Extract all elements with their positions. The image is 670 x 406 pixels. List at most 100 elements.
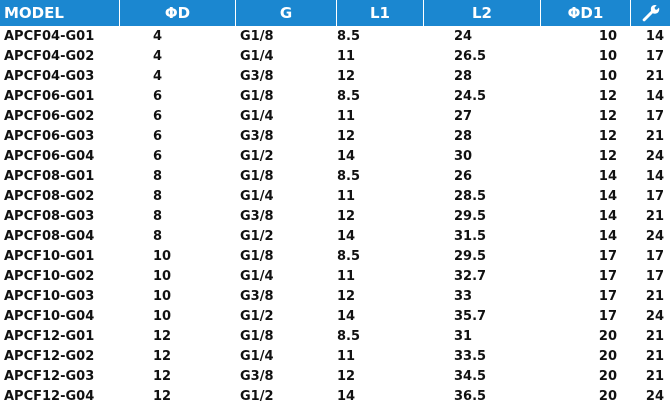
cell-length-l2: 35.7: [454, 308, 487, 324]
cell-diameter-d1: 10: [598, 28, 617, 44]
cell-length-l2: 26.5: [454, 48, 487, 64]
cell-model: APCF04-G01: [4, 28, 95, 44]
table-row: APCF06-G03 6 G3/8 12 28 12 21: [0, 126, 670, 146]
table-row: APCF12-G03 12 G3/8 12 34.5 20 21: [0, 366, 670, 386]
cell-wrench-size: 24: [645, 308, 664, 324]
cell-length-l1: 8.5: [337, 248, 361, 264]
cell-diameter-d: 4: [153, 48, 163, 64]
cell-diameter-d: 6: [153, 128, 163, 144]
table-row: APCF04-G03 4 G3/8 12 28 10 21: [0, 66, 670, 86]
cell-wrench-size: 21: [645, 328, 664, 344]
cell-diameter-d1: 12: [598, 88, 617, 104]
table-row: APCF08-G04 8 G1/2 14 31.5 14 24: [0, 226, 670, 246]
cell-model: APCF10-G01: [4, 248, 95, 264]
cell-wrench-size: 14: [645, 28, 664, 44]
table-row: APCF06-G01 6 G1/8 8.5 24.5 12 14: [0, 86, 670, 106]
cell-diameter-d1: 17: [598, 268, 617, 284]
cell-diameter-d: 6: [153, 108, 163, 124]
cell-model: APCF06-G02: [4, 108, 95, 124]
cell-model: APCF06-G03: [4, 128, 95, 144]
header-diameter-d1: ΦD1: [541, 0, 631, 26]
cell-model: APCF12-G02: [4, 348, 95, 364]
cell-length-l1: 11: [337, 188, 356, 204]
table-row: APCF10-G01 10 G1/8 8.5 29.5 17 17: [0, 246, 670, 266]
cell-length-l2: 33.5: [454, 348, 487, 364]
table-row: APCF04-G01 4 G1/8 8.5 24 10 14: [0, 26, 670, 46]
cell-length-l2: 33: [454, 288, 473, 304]
cell-thread-g: G3/8: [240, 288, 274, 304]
cell-diameter-d1: 17: [598, 288, 617, 304]
cell-diameter-d1: 14: [598, 168, 617, 184]
cell-length-l1: 8.5: [337, 28, 361, 44]
cell-length-l1: 8.5: [337, 328, 361, 344]
cell-thread-g: G1/8: [240, 28, 274, 44]
cell-wrench-size: 24: [645, 228, 664, 244]
cell-length-l1: 12: [337, 128, 356, 144]
cell-length-l1: 14: [337, 148, 356, 164]
cell-diameter-d: 12: [153, 348, 172, 364]
table-header-row: MODEL ΦD G L1 L2 ΦD1: [0, 0, 670, 26]
cell-diameter-d: 8: [153, 188, 163, 204]
cell-diameter-d: 10: [153, 248, 172, 264]
cell-wrench-size: 21: [645, 348, 664, 364]
cell-length-l2: 32.7: [454, 268, 487, 284]
cell-wrench-size: 17: [645, 248, 664, 264]
cell-diameter-d1: 10: [598, 68, 617, 84]
table-row: APCF10-G02 10 G1/4 11 32.7 17 17: [0, 266, 670, 286]
table-row: APCF08-G01 8 G1/8 8.5 26 14 14: [0, 166, 670, 186]
cell-wrench-size: 17: [645, 268, 664, 284]
cell-thread-g: G1/2: [240, 148, 274, 164]
cell-diameter-d: 8: [153, 168, 163, 184]
cell-diameter-d1: 12: [598, 108, 617, 124]
cell-wrench-size: 14: [645, 88, 664, 104]
cell-thread-g: G1/4: [240, 348, 274, 364]
table-body: APCF04-G01 4 G1/8 8.5 24 10 14 APCF04-G02 4 G1/4 1…: [0, 26, 670, 406]
cell-diameter-d: 6: [153, 148, 163, 164]
cell-thread-g: G1/4: [240, 108, 274, 124]
cell-length-l2: 28: [454, 128, 473, 144]
cell-diameter-d: 12: [153, 328, 172, 344]
cell-length-l2: 36.5: [454, 388, 487, 404]
cell-model: APCF04-G03: [4, 68, 95, 84]
table-row: APCF12-G01 12 G1/8 8.5 31 20 21: [0, 326, 670, 346]
wrench-icon: [642, 5, 659, 22]
cell-length-l1: 11: [337, 48, 356, 64]
cell-model: APCF12-G04: [4, 388, 95, 404]
cell-length-l2: 24: [454, 28, 473, 44]
cell-diameter-d: 10: [153, 288, 172, 304]
cell-diameter-d1: 20: [598, 348, 617, 364]
cell-diameter-d: 12: [153, 368, 172, 384]
cell-thread-g: G1/8: [240, 328, 274, 344]
cell-model: APCF10-G02: [4, 268, 95, 284]
cell-length-l2: 28.5: [454, 188, 487, 204]
cell-length-l2: 31.5: [454, 228, 487, 244]
cell-wrench-size: 21: [645, 208, 664, 224]
cell-length-l1: 14: [337, 228, 356, 244]
cell-length-l1: 12: [337, 68, 356, 84]
cell-wrench-size: 24: [645, 148, 664, 164]
table-row: APCF06-G04 6 G1/2 14 30 12 24: [0, 146, 670, 166]
table-row: APCF06-G02 6 G1/4 11 27 12 17: [0, 106, 670, 126]
cell-length-l1: 12: [337, 368, 356, 384]
cell-length-l2: 28: [454, 68, 473, 84]
header-thread-g: G: [236, 0, 337, 26]
cell-thread-g: G3/8: [240, 368, 274, 384]
table-row: APCF04-G02 4 G1/4 11 26.5 10 17: [0, 46, 670, 66]
cell-diameter-d1: 17: [598, 248, 617, 264]
cell-length-l1: 11: [337, 108, 356, 124]
cell-wrench-size: 21: [645, 68, 664, 84]
cell-wrench-size: 21: [645, 288, 664, 304]
cell-thread-g: G1/4: [240, 268, 274, 284]
header-diameter-d: ΦD: [120, 0, 236, 26]
cell-thread-g: G1/4: [240, 188, 274, 204]
cell-length-l2: 29.5: [454, 208, 487, 224]
cell-thread-g: G3/8: [240, 128, 274, 144]
cell-diameter-d1: 14: [598, 208, 617, 224]
cell-wrench-size: 17: [645, 188, 664, 204]
cell-diameter-d: 4: [153, 68, 163, 84]
cell-diameter-d1: 17: [598, 308, 617, 324]
cell-diameter-d: 12: [153, 388, 172, 404]
cell-length-l1: 12: [337, 288, 356, 304]
cell-diameter-d1: 12: [598, 148, 617, 164]
table-row: APCF10-G04 10 G1/2 14 35.7 17 24: [0, 306, 670, 326]
